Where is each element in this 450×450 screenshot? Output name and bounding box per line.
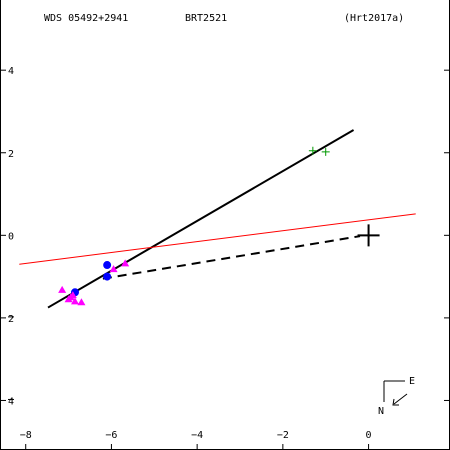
x-tick-label: 0 [366,430,372,441]
measurement-triangle [58,285,67,293]
x-tick-label: −6 [105,430,117,441]
y-tick-label: 4 [8,66,14,77]
system-designation: WDS 05492+2941 [44,13,128,24]
measurement-plus [321,147,330,156]
measurement-triangle [71,297,79,305]
y-tick-label: 2 [8,314,14,325]
compass-indicator: E N [378,376,415,417]
motion-arrow-head [392,398,399,406]
x-tick-label: −8 [20,430,32,441]
y-axis-ticks: 4 2 0 2 4 [0,66,450,407]
orbit-reference: (Hrt2017a) [344,13,404,24]
y-tick-label: 2 [8,149,14,160]
observation-points [58,146,330,306]
orbit-fit-line [47,129,355,309]
x-tick-label: −4 [191,430,203,441]
residual-line [102,235,361,280]
primary-star-marker [357,224,380,247]
primary-star-cross [357,224,380,247]
measurement-triangle [121,259,130,267]
compass-north-label: N [378,406,384,417]
x-tick-label: −2 [277,430,289,441]
orbit-lines [19,129,416,309]
compass-east-label: E [409,376,415,387]
measurement-circle [103,261,112,270]
x-axis-ticks: −8 −6 −4 −2 0 [20,430,372,450]
motion-arrow [393,393,408,405]
y-tick-label: 4 [8,396,14,407]
measurement-triangle [66,293,75,301]
star-name: BRT2521 [185,13,227,24]
line-of-nodes [19,213,416,265]
measurement-circle [103,272,112,281]
measurement-triangle [109,265,118,273]
measurement-triangle [77,298,86,306]
y-tick-label: 0 [8,231,14,242]
measurement-plus [308,146,317,155]
